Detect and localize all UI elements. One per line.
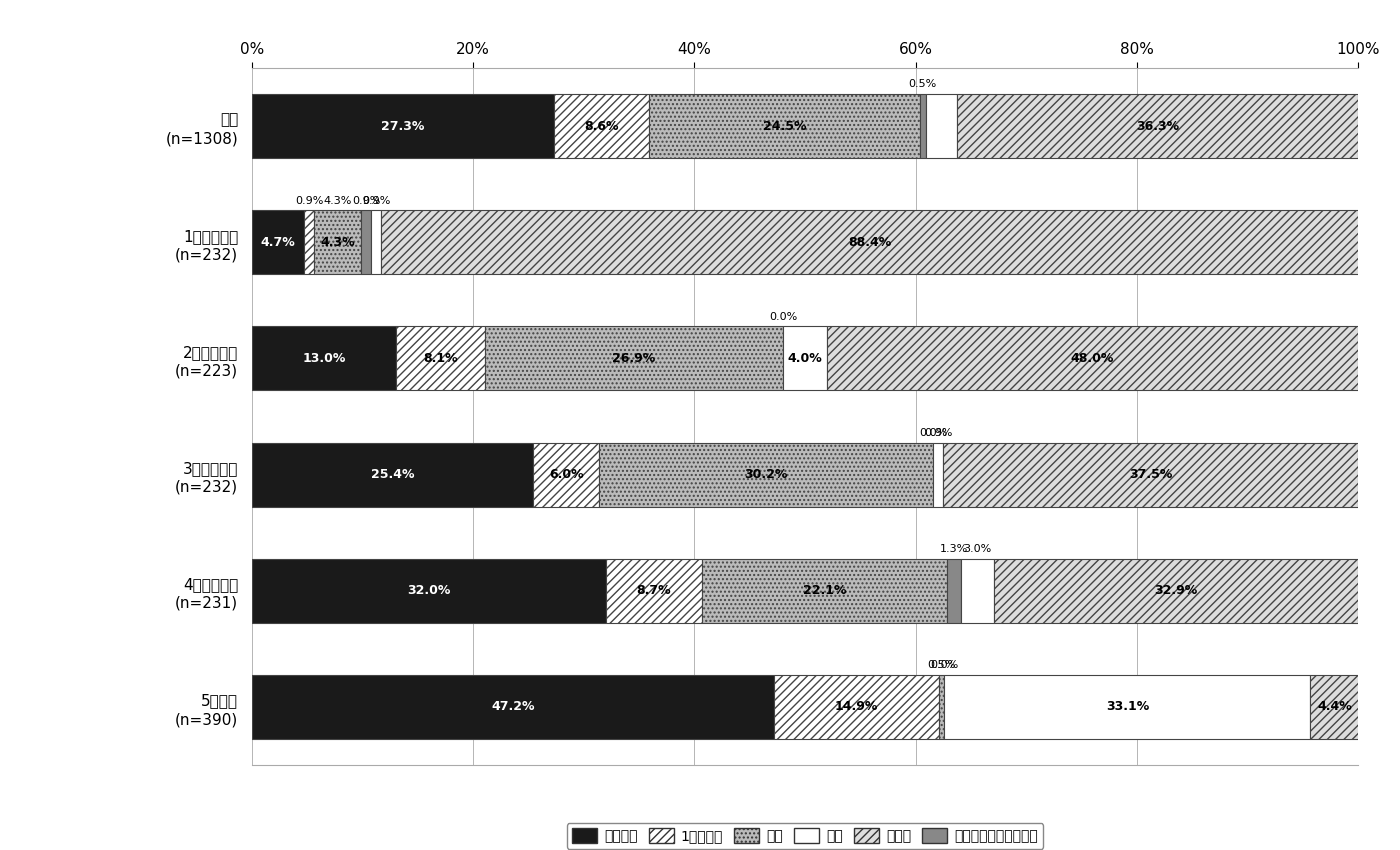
Text: 0.9%: 0.9% — [924, 428, 952, 438]
Legend: 禁煙継続, 1週間禁煙, 失敗, 不明, 無回答, 指導中止時に禁煙失敗: 禁煙継続, 1週間禁煙, 失敗, 不明, 無回答, 指導中止時に禁煙失敗 — [567, 823, 1043, 848]
Text: 0.9%: 0.9% — [353, 196, 381, 206]
Bar — [533, 443, 599, 507]
Text: 0.9%: 0.9% — [295, 196, 323, 206]
Text: 4.7%: 4.7% — [260, 235, 295, 249]
Bar — [396, 326, 486, 390]
Bar — [554, 94, 650, 158]
Text: 0.5%: 0.5% — [909, 80, 937, 89]
Text: 47.2%: 47.2% — [491, 700, 535, 713]
Bar — [946, 558, 960, 623]
Text: 4.4%: 4.4% — [1317, 700, 1352, 713]
Text: 88.4%: 88.4% — [848, 235, 892, 249]
Bar — [252, 326, 396, 390]
Bar — [944, 443, 1358, 507]
Text: 22.1%: 22.1% — [802, 584, 846, 598]
Bar — [304, 210, 314, 275]
Bar — [1310, 675, 1359, 739]
Bar — [703, 558, 946, 623]
Bar — [650, 94, 920, 158]
Bar — [606, 558, 703, 623]
Text: 0.0%: 0.0% — [769, 312, 797, 322]
Bar — [939, 675, 945, 739]
Text: 0.0%: 0.0% — [920, 428, 948, 438]
Text: 0.9%: 0.9% — [363, 196, 391, 206]
Text: 33.1%: 33.1% — [1106, 700, 1149, 713]
Bar — [994, 558, 1358, 623]
Bar — [599, 443, 934, 507]
Bar — [252, 675, 774, 739]
Bar — [783, 326, 827, 390]
Text: 4.0%: 4.0% — [788, 352, 822, 365]
Bar — [774, 675, 939, 739]
Text: 36.3%: 36.3% — [1135, 120, 1179, 133]
Bar — [945, 675, 1310, 739]
Bar — [252, 210, 304, 275]
Bar — [314, 210, 361, 275]
Text: 4.3%: 4.3% — [321, 235, 356, 249]
Text: 26.9%: 26.9% — [612, 352, 655, 365]
Text: 6.0%: 6.0% — [549, 468, 584, 481]
Text: 3.0%: 3.0% — [963, 544, 991, 554]
Text: 8.1%: 8.1% — [423, 352, 458, 365]
Text: 37.5%: 37.5% — [1128, 468, 1172, 481]
Bar — [934, 443, 944, 507]
Bar — [381, 210, 1359, 275]
Text: 0.5%: 0.5% — [927, 660, 956, 671]
Bar — [925, 94, 956, 158]
Bar — [252, 558, 606, 623]
Text: 32.0%: 32.0% — [407, 584, 451, 598]
Bar — [486, 326, 783, 390]
Text: 8.7%: 8.7% — [637, 584, 672, 598]
Bar — [252, 443, 533, 507]
Bar — [361, 210, 371, 275]
Text: 1.3%: 1.3% — [939, 544, 967, 554]
Bar — [920, 94, 925, 158]
Text: 25.4%: 25.4% — [371, 468, 414, 481]
Text: 24.5%: 24.5% — [763, 120, 806, 133]
Text: 13.0%: 13.0% — [302, 352, 346, 365]
Text: 14.9%: 14.9% — [834, 700, 878, 713]
Text: 8.6%: 8.6% — [584, 120, 619, 133]
Text: 4.3%: 4.3% — [323, 196, 351, 206]
Text: 27.3%: 27.3% — [381, 120, 424, 133]
Bar — [252, 94, 554, 158]
Bar — [956, 94, 1358, 158]
Text: 32.9%: 32.9% — [1155, 584, 1197, 598]
Text: 48.0%: 48.0% — [1071, 352, 1114, 365]
Bar — [827, 326, 1358, 390]
Bar — [371, 210, 381, 275]
Text: 0.0%: 0.0% — [930, 660, 959, 671]
Text: 30.2%: 30.2% — [745, 468, 788, 481]
Bar — [960, 558, 994, 623]
